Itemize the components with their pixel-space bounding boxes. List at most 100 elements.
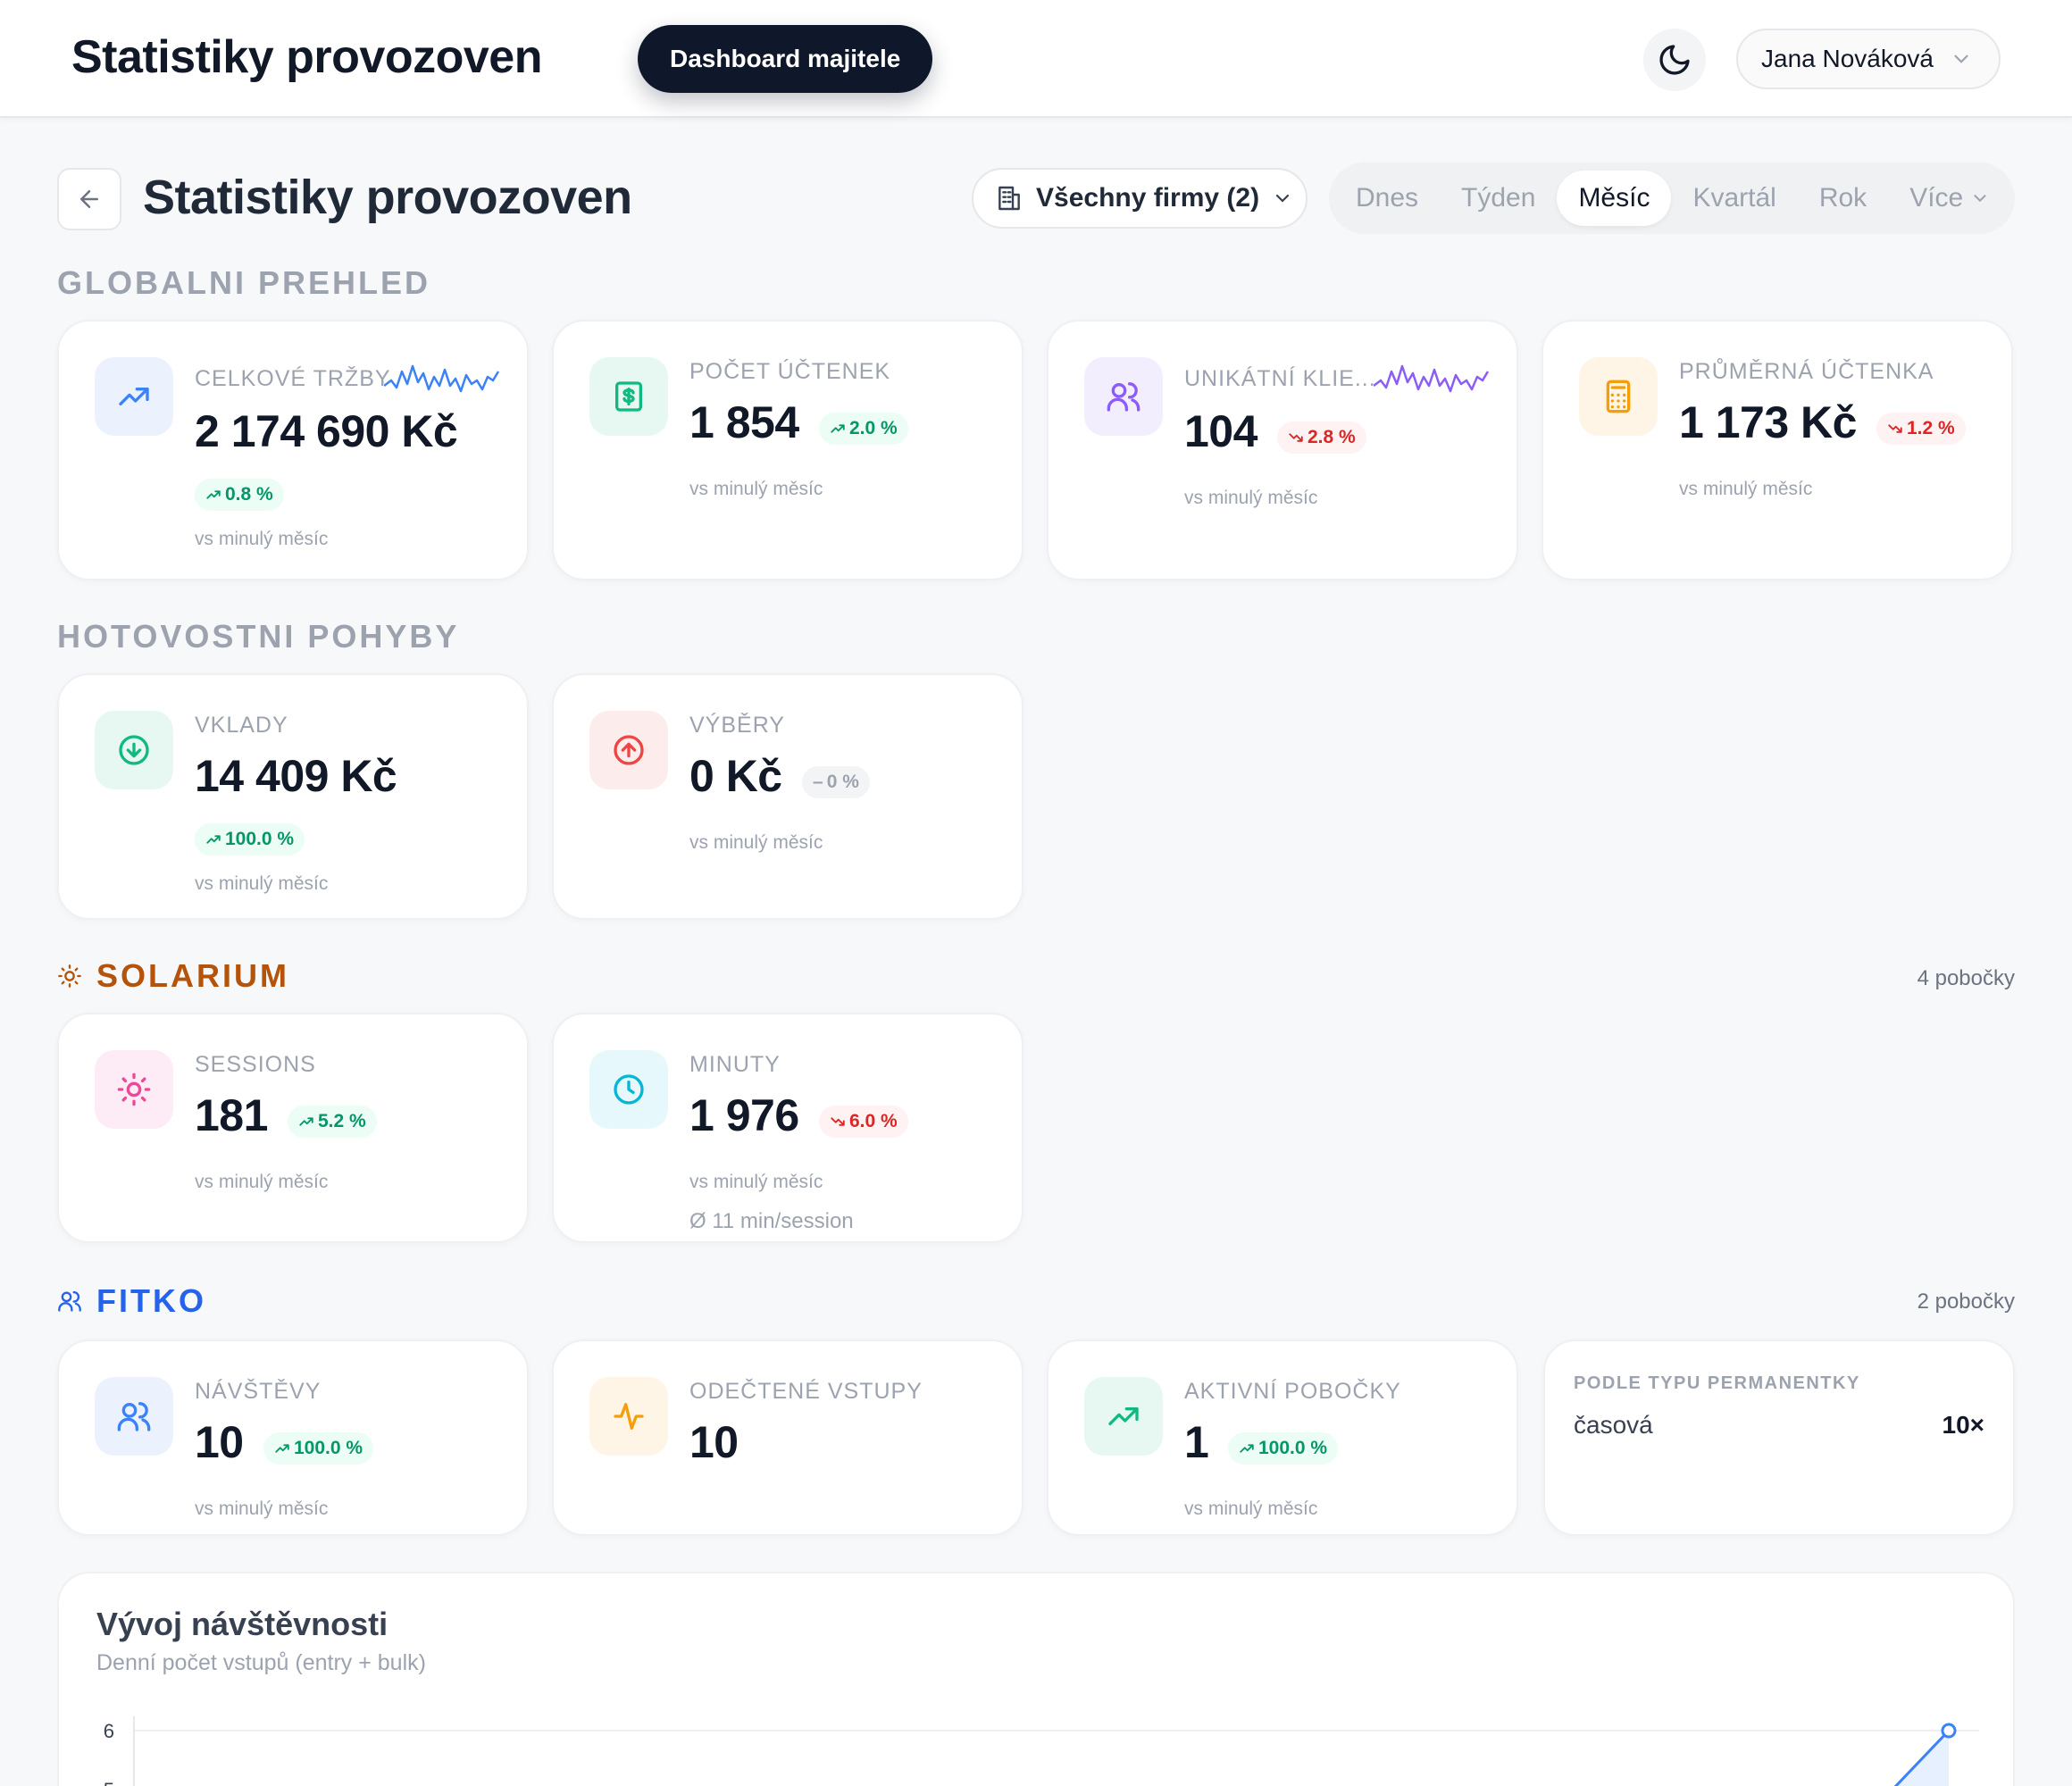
section-solarium: SOLARIUM [57,957,289,995]
sparkline [1374,364,1490,393]
stat-label: NÁVŠTĚVY [195,1379,322,1404]
sparkline [384,364,500,393]
compare-label: vs minulý měsíc [689,479,823,499]
activity-icon [614,1403,644,1430]
building-icon [998,186,1020,211]
compare-label: vs minulý měsíc [1679,479,1813,499]
chevron-down-icon [1954,54,1968,63]
period-tab-label: Více [1909,183,1964,213]
trending-up-icon [1108,1407,1139,1425]
arrow-up-circle-icon [614,735,644,765]
company-select[interactable]: Všechny firmy (2) [972,168,1308,229]
change-value: 100.0 % [1258,1438,1328,1458]
stat-card-global-2: UNIKÁTNÍ KLIE... 104 2.8 % vs minulý měsíc [1047,320,1518,580]
stat-icon-box [1084,357,1163,436]
stat-label: VÝBĚRY [689,713,785,738]
theme-toggle-button[interactable] [1643,29,1706,91]
stat-card-fit-2: AKTIVNÍ POBOČKY 1 100.0 % vs minulý měsíc [1047,1340,1518,1536]
compare-label: vs minulý měsíc [195,529,329,549]
users-icon [58,1290,81,1312]
stat-label: UNIKÁTNÍ KLIE... [1184,366,1376,391]
change-value: 2.8 % [1308,427,1356,447]
stat-value: 104 [1184,406,1257,456]
permanentky-count: 10× [1942,1411,1985,1439]
change-badge: 2.8 % [1277,421,1366,454]
period-tab-2[interactable]: Měsíc [1557,171,1672,226]
stat-icon-box [95,1050,173,1129]
stat-value: 10 [689,1417,739,1467]
stat-value: 0 Kč [689,751,782,801]
app-title: Statistiky provozoven [71,31,542,83]
stat-icon-box [589,1377,668,1456]
section-fitko: FITKO [57,1282,206,1320]
period-tab-label: Rok [1818,183,1867,213]
section-solarium-label: SOLARIUM [96,957,289,994]
sun-icon [58,964,81,988]
stat-icon-box [589,357,668,436]
change-value: 1.2 % [1907,418,1955,438]
period-tab-1[interactable]: Týden [1440,171,1557,226]
stat-card-solar-1: MINUTY 1 976 6.0 % vs minulý měsíc Ø 11 min/… [552,1013,1023,1243]
stat-label: ODEČTENÉ VSTUPY [689,1379,923,1404]
trend-down-icon [831,1117,845,1126]
stat-card-global-0: CELKOVÉ TRŽBY 2 174 690 Kč 0.8 % vs minulý … [57,320,529,580]
arrow-down-circle-icon [119,735,149,765]
stat-card-cash-1: VÝBĚRY 0 Kč –0 % vs minulý měsíc [552,673,1023,920]
period-tab-0[interactable]: Dnes [1334,171,1440,226]
permanentky-type: časová [1574,1411,1653,1439]
stat-icon-box [1579,357,1658,436]
user-menu-button[interactable]: Jana Nováková [1736,29,2001,89]
period-tab-3[interactable]: Kvartál [1671,171,1797,226]
dashboard-owner-button[interactable]: Dashboard majitele [638,25,933,93]
change-value: 0 % [826,772,859,792]
stat-icon-box [95,357,173,436]
change-value: 6.0 % [849,1111,898,1131]
trend-up-icon [299,1117,313,1126]
change-badge: 0.8 % [195,479,284,511]
arrow-left-icon [80,190,98,208]
stat-icon-box [95,1377,173,1456]
company-select-label: Všechny firmy (2) [1036,183,1260,213]
period-tab-5[interactable]: Více [1888,171,2011,226]
fitko-branch-count: 2 pobočky [1917,1289,2015,1314]
stat-value: 1 976 [689,1090,799,1140]
sun-icon [117,1072,151,1106]
chart-title: Vývoj návštěvnosti [96,1606,388,1642]
stat-label: MINUTY [689,1052,781,1077]
attendance-chart-card: Vývoj návštěvnosti Denní počet vstupů (e… [57,1572,2015,1786]
clock-icon [614,1074,644,1105]
data-point[interactable] [1941,1723,1957,1739]
stat-card-global-1: POČET ÚČTENEK 1 854 2.0 % vs minulý měsíc [552,320,1023,580]
trend-down-icon [1289,433,1303,442]
change-value: 2.0 % [849,418,898,438]
change-badge: 100.0 % [263,1432,374,1465]
top-bar: Statistiky provozoven Dashboard majitele… [0,0,2072,118]
users-icon [1107,382,1140,412]
section-global: GLOBALNI PREHLED [57,264,431,301]
trend-up-icon [275,1444,289,1453]
stat-card-cash-0: VKLADY 14 409 Kč 100.0 % vs minulý měsíc [57,673,529,920]
permanentky-row: časová 10× [1574,1411,1984,1440]
back-button[interactable] [57,168,121,230]
stat-extra: Ø 11 min/session [689,1209,854,1233]
period-tab-4[interactable]: Rok [1798,171,1888,226]
card-permanentky: PODLE TYPU PERMANENTKY časová 10× [1543,1340,2015,1536]
period-tab-label: Dnes [1356,183,1419,213]
change-badge: 100.0 % [195,823,305,855]
users-icon [117,1402,151,1431]
trend-down-icon [1888,424,1902,433]
moon-icon [1659,45,1690,75]
stat-value: 181 [195,1090,268,1140]
change-badge: 5.2 % [288,1106,377,1138]
period-tabs: Dnes Týden Měsíc Kvartál Rok Více [1329,163,2015,234]
compare-label: vs minulý měsíc [195,1172,329,1192]
stat-label: PRŮMĚRNÁ ÚČTENKA [1679,359,1934,384]
change-badge: 2.0 % [819,413,908,445]
y-tick-label-1: 5 [104,1779,114,1786]
change-value: 0.8 % [225,484,273,505]
attendance-chart: 65 [104,1716,1979,1786]
stat-value: 1 173 Kč [1679,397,1857,447]
y-tick-label-0: 6 [104,1720,114,1742]
change-badge: 6.0 % [819,1106,908,1138]
chart-subtitle: Denní počet vstupů (entry + bulk) [96,1650,426,1675]
